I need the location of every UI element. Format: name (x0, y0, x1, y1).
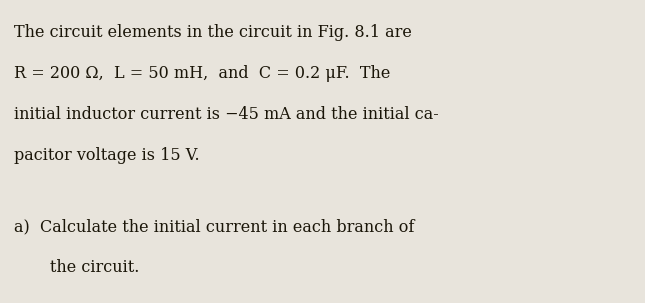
Text: The circuit elements in the circuit in Fig. 8.1 are: The circuit elements in the circuit in F… (14, 24, 412, 41)
Text: the circuit.: the circuit. (14, 259, 139, 276)
Text: R = 200 Ω,  L = 50 mH,  and  C = 0.2 μF.  The: R = 200 Ω, L = 50 mH, and C = 0.2 μF. Th… (14, 65, 391, 82)
Text: initial inductor current is −45 mA and the initial ca-: initial inductor current is −45 mA and t… (14, 106, 439, 123)
Text: pacitor voltage is 15 V.: pacitor voltage is 15 V. (14, 147, 200, 164)
Text: a)  Calculate the initial current in each branch of: a) Calculate the initial current in each… (14, 218, 415, 235)
